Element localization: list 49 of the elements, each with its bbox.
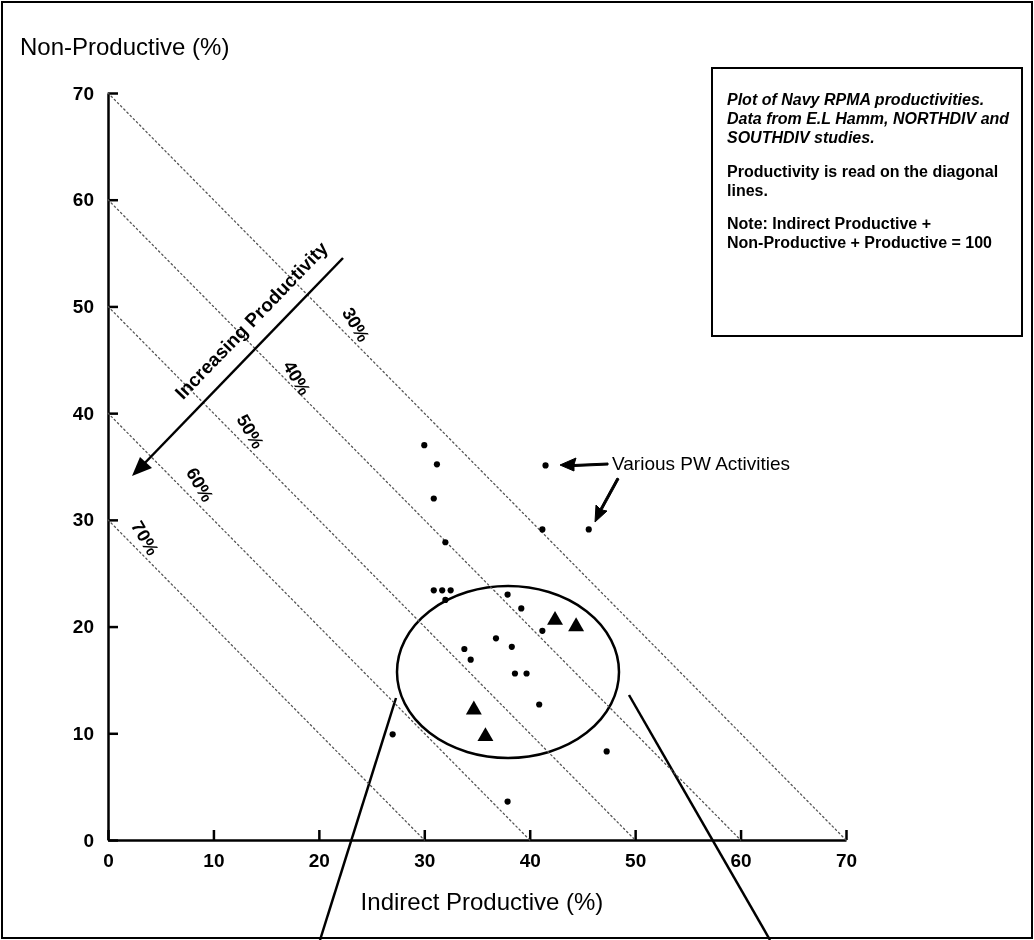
point [536, 701, 543, 708]
point [430, 587, 437, 594]
point [465, 700, 482, 715]
x-tick-label: 30 [414, 850, 436, 872]
point [504, 798, 511, 805]
point [539, 627, 546, 634]
point [477, 727, 494, 742]
annotation: Productivity is read on the diagonal lines. [727, 162, 999, 199]
y-tick-label: 0 [83, 829, 94, 851]
point [539, 526, 546, 533]
y-axis-title: Non-Productive (%) [20, 33, 230, 60]
point [523, 670, 530, 677]
point [439, 587, 446, 594]
x-axis-title: Indirect Productive (%) [360, 888, 604, 915]
point [467, 656, 474, 663]
annotation: Various PW Activities [612, 453, 791, 474]
point [508, 643, 515, 650]
y-tick-label: 70 [72, 82, 94, 104]
annotation: Plot of Navy RPMA productivities. Data from E.L Hamm, NORTHDIV and SOUTHDIV studies. [727, 91, 1011, 147]
point [442, 596, 449, 603]
point [433, 461, 441, 468]
y-tick-label: 10 [72, 722, 94, 744]
x-tick-label: 70 [835, 850, 858, 872]
point [389, 731, 396, 738]
point [442, 539, 449, 546]
point [585, 526, 592, 533]
point [461, 645, 468, 653]
point [492, 635, 500, 642]
y-tick-label: 50 [72, 296, 94, 318]
point [511, 670, 519, 677]
x-tick-label: 20 [308, 850, 330, 872]
point [421, 442, 428, 449]
point [447, 587, 454, 594]
x-tick-label: 60 [730, 850, 752, 872]
x-tick-label: 0 [103, 850, 114, 872]
annotation: Note: Indirect Productive + Non-Productive + Productive = 100 [727, 215, 993, 252]
point [430, 495, 437, 502]
point [542, 462, 549, 469]
x-tick-label: 40 [519, 850, 541, 872]
point [603, 748, 610, 755]
y-tick-label: 40 [72, 402, 94, 424]
point [518, 605, 525, 612]
x-tick-label: 10 [203, 850, 225, 872]
y-tick-label: 20 [72, 616, 94, 638]
y-tick-label: 30 [72, 509, 94, 531]
point [504, 591, 511, 598]
y-tick-label: 60 [72, 189, 94, 211]
point [568, 617, 585, 632]
x-tick-label: 50 [625, 850, 647, 872]
